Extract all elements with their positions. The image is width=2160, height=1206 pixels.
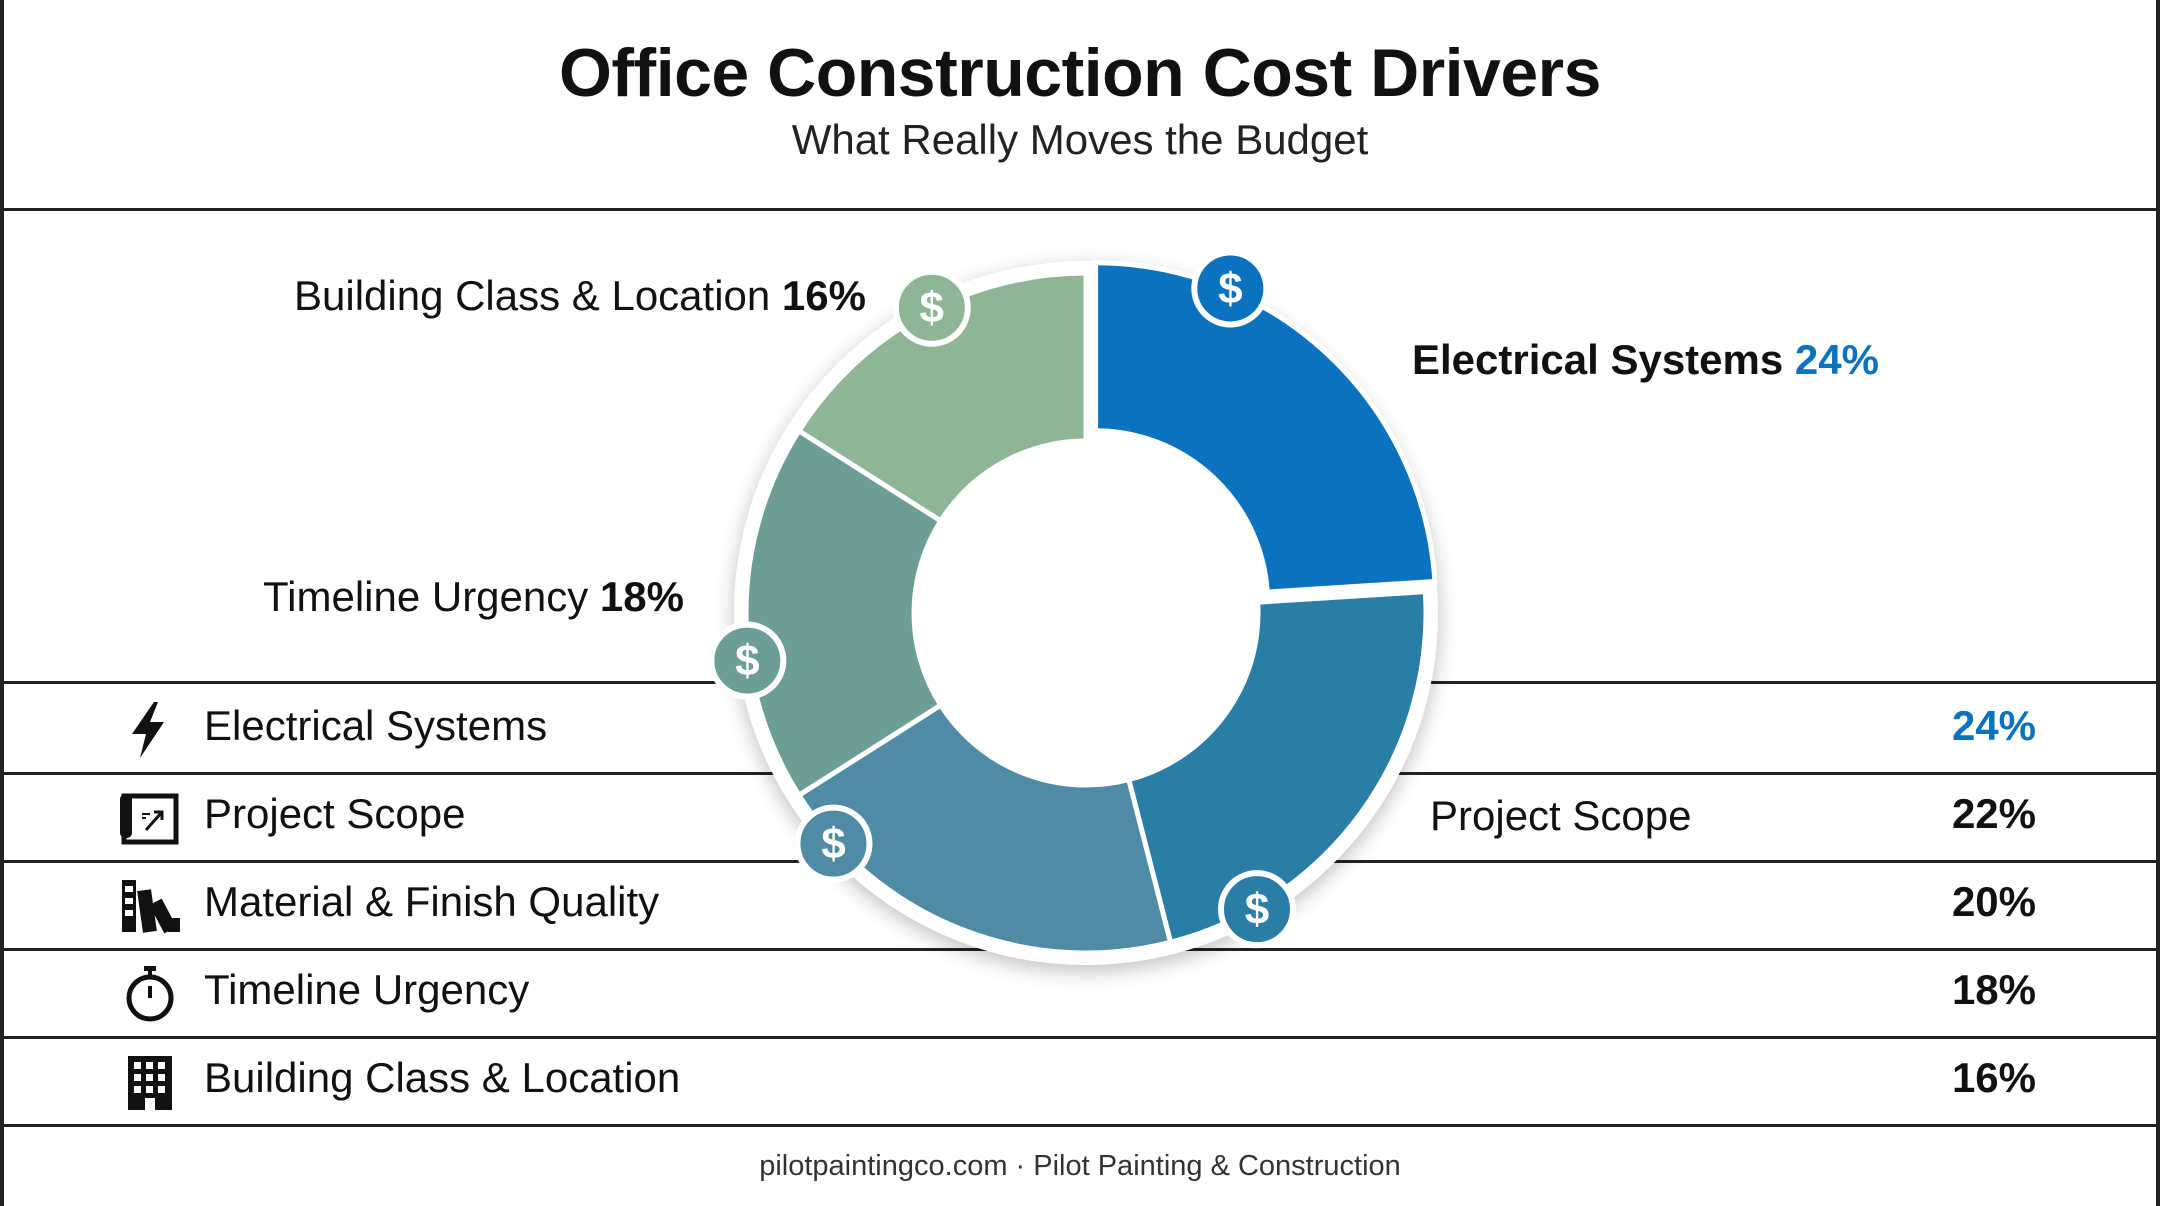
- row-divider: [0, 1124, 2160, 1127]
- page-subtitle: What Really Moves the Budget: [791, 116, 1369, 163]
- table-row-value: 16%: [1951, 1054, 2036, 1101]
- svg-text:$: $: [1218, 264, 1242, 313]
- row-divider: [0, 1036, 2160, 1039]
- table-row-label: Material & Finish Quality: [204, 878, 660, 925]
- table-row-value: 24%: [1951, 702, 2036, 749]
- callout-building-class-location: Building Class & Location 16%: [294, 272, 866, 319]
- donut-hole: [914, 441, 1258, 785]
- svg-text:$: $: [735, 637, 759, 686]
- table-row: Electrical Systems 24%: [0, 684, 2160, 772]
- callout-timeline-urgency: Timeline Urgency 18%: [263, 573, 684, 620]
- table-row-value: 20%: [1951, 878, 2036, 925]
- svg-text:$: $: [821, 820, 845, 869]
- dollar-marker-icon: $: [1191, 249, 1270, 328]
- table-row: Building Class & Location 16%: [0, 1036, 2160, 1124]
- building-icon: [118, 1052, 182, 1112]
- svg-text:$: $: [920, 284, 944, 333]
- lightning-icon: [118, 700, 182, 760]
- table-row: Project Scope 22%: [0, 772, 2160, 860]
- svg-text:$: $: [1245, 885, 1269, 934]
- dollar-marker-icon: $: [1218, 870, 1296, 949]
- table-row: Timeline Urgency 18%: [0, 948, 2160, 1036]
- footer-credit: pilotpaintingco.com · Pilot Painting & C…: [759, 1150, 1401, 1182]
- callout-project-scope: Project Scope: [1430, 792, 1691, 839]
- stopwatch-icon: [118, 964, 182, 1024]
- donut-callouts: Building Class & Location 16% Electrical …: [263, 272, 1879, 839]
- callout-electrical-systems: Electrical Systems 24%: [1412, 336, 1879, 383]
- dollar-marker-icon: $: [794, 804, 873, 883]
- donut-markers: $ $ $ $ $: [708, 249, 1296, 949]
- page-title: Office Construction Cost Drivers: [559, 35, 1601, 111]
- table-row: Material & Finish Quality 20%: [0, 860, 2160, 948]
- table-row-label: Building Class & Location: [204, 1054, 681, 1101]
- donut-slices: [743, 260, 1438, 956]
- dollar-marker-icon: $: [708, 621, 787, 700]
- table-row-label: Electrical Systems: [204, 702, 548, 749]
- table-row-label: Timeline Urgency: [204, 966, 530, 1013]
- table-row-value: 22%: [1951, 790, 2036, 837]
- swatches-icon: [118, 876, 182, 936]
- dollar-marker-icon: $: [892, 268, 971, 347]
- table-row-label: Project Scope: [204, 790, 466, 837]
- blueprint-icon: [118, 788, 182, 848]
- table-row-value: 18%: [1951, 966, 2036, 1013]
- header-divider: [0, 208, 2160, 211]
